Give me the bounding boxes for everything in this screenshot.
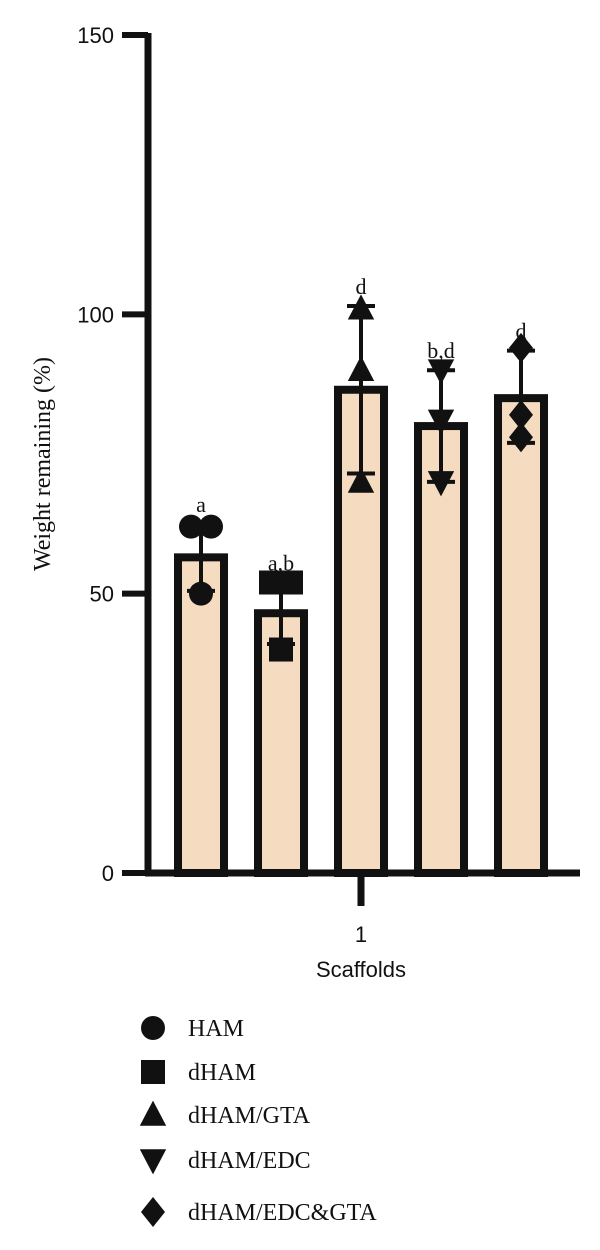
significance-label: d xyxy=(356,274,367,299)
legend-label: HAM xyxy=(188,1016,244,1042)
legend-label: dHAM/EDC xyxy=(188,1148,311,1174)
data-point xyxy=(427,409,455,435)
data-point xyxy=(189,581,213,606)
data-point xyxy=(509,399,533,430)
labels: Weight remaining (%) 1 Scaffolds a a,b d b,d d xyxy=(30,274,527,982)
legend-marker-triangle-down-icon xyxy=(139,1149,167,1175)
data-point xyxy=(179,514,203,539)
bars xyxy=(174,303,548,877)
legend-label: dHAM/EDC&GTA xyxy=(188,1200,377,1226)
significance-label: b,d xyxy=(427,338,455,363)
y-axis-title: Weight remaining (%) xyxy=(30,357,56,571)
legend-label: dHAM xyxy=(188,1060,256,1086)
data-point xyxy=(427,471,455,497)
y-tick-label: 100 xyxy=(77,302,114,327)
significance-label: a xyxy=(196,492,206,517)
y-tick-label: 0 xyxy=(102,861,114,886)
data-points xyxy=(179,294,533,662)
legend-marker-diamond-icon xyxy=(141,1197,165,1227)
significance-label: a,b xyxy=(268,550,294,575)
y-tick-label: 150 xyxy=(77,23,114,48)
data-point xyxy=(509,332,533,363)
legend-marker-triangle-up-icon xyxy=(139,1100,167,1126)
data-point xyxy=(509,422,533,453)
legend-marker-circle-icon xyxy=(141,1016,165,1040)
bar-dham-edc-gta xyxy=(494,394,548,877)
legend: HAM dHAM dHAM/GTA dHAM/EDC dHAM/EDC&GTA xyxy=(139,1016,377,1227)
significance-label: d xyxy=(516,319,527,344)
x-axis-title: Scaffolds xyxy=(316,957,406,982)
data-point xyxy=(347,467,375,493)
x-tick-label: 1 xyxy=(355,922,367,947)
data-point xyxy=(269,637,293,662)
data-point xyxy=(347,355,375,381)
data-point xyxy=(427,359,455,385)
y-tick-label: 50 xyxy=(90,582,114,607)
data-point xyxy=(199,514,223,539)
legend-marker-square-icon xyxy=(141,1060,165,1084)
legend-label: dHAM/GTA xyxy=(188,1103,311,1129)
data-point xyxy=(279,570,303,595)
data-point xyxy=(347,294,375,320)
